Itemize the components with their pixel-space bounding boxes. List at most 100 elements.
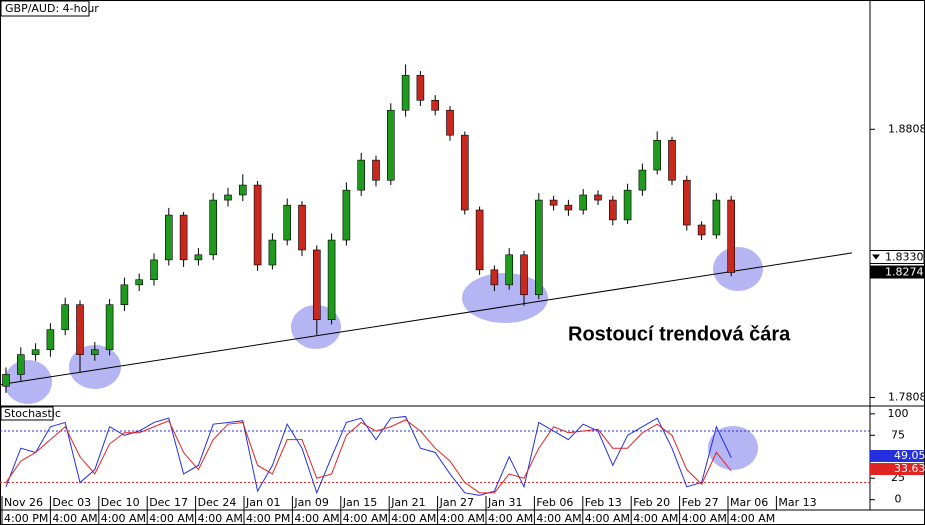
candle-body	[91, 349, 99, 355]
candle-body	[431, 100, 440, 111]
date-label: Mar 13	[778, 496, 816, 509]
date-label: Jan 21	[390, 496, 425, 509]
date-label: Mar 06	[730, 496, 768, 509]
current-price-label: 1.8274	[885, 266, 924, 279]
candle-body	[564, 204, 573, 211]
candle-body	[712, 199, 721, 236]
date-label: Dec 03	[52, 496, 91, 509]
date-label: Feb 06	[536, 496, 573, 509]
y-tick-label: 1.8808	[888, 122, 925, 135]
title-box	[0, 0, 90, 17]
date-label: Jan 27	[439, 496, 474, 509]
time-label: 4:00 AM	[488, 512, 533, 525]
current-value-box	[870, 463, 924, 475]
candle-body	[579, 194, 588, 211]
candle-body	[165, 214, 173, 261]
time-label: 4:00 AM	[730, 512, 775, 525]
trendline	[0, 252, 853, 386]
candle-body	[120, 284, 129, 305]
candle-body	[135, 279, 143, 286]
time-label: 4:00 PM	[4, 512, 48, 525]
indicator-title: Stochastic	[4, 407, 61, 420]
time-label: 4:00 AM	[682, 512, 727, 525]
candle-body	[209, 199, 217, 256]
date-label: Dec 10	[101, 496, 140, 509]
current-value-box	[870, 450, 924, 462]
candle-body	[682, 179, 691, 226]
candle-body	[224, 194, 232, 201]
candle-body	[727, 199, 736, 273]
indicator-box	[0, 406, 54, 421]
time-label: 4:00 AM	[633, 512, 678, 525]
time-label: 4:00 AM	[536, 512, 581, 525]
highlight	[708, 426, 758, 470]
time-label: 4:00 AM	[198, 512, 243, 525]
candle-body	[194, 254, 203, 261]
candle-body	[638, 169, 647, 191]
y-tick-label: 1.7808	[888, 390, 925, 403]
candle-body	[490, 269, 499, 286]
time-label: 4:00 AM	[149, 512, 194, 525]
time-label: 4:00 PM	[246, 512, 290, 525]
candle-body	[594, 194, 602, 201]
candle-body	[549, 199, 558, 206]
candle-body	[342, 189, 351, 241]
time-label: 4:00 AM	[294, 512, 339, 525]
date-label: Feb 13	[585, 496, 622, 509]
candle-body	[668, 139, 676, 181]
candle-body	[505, 254, 514, 286]
date-label: Dec 24	[198, 496, 237, 509]
candle-body	[298, 204, 306, 251]
candle-body	[623, 189, 632, 221]
chart-title: GBP/AUD: 4-hour	[5, 2, 99, 15]
highlight	[69, 345, 121, 389]
price-marker-box	[869, 249, 925, 264]
date-label: Feb 20	[633, 496, 670, 509]
current-value-label: 33.63	[894, 462, 925, 475]
candle-body	[697, 224, 706, 236]
candle-body	[416, 75, 425, 101]
date-label: Jan 01	[245, 496, 280, 509]
candle-body	[253, 184, 262, 266]
candle-body	[312, 249, 321, 321]
candle-body	[16, 354, 25, 375]
y-tick-label: 0	[895, 493, 902, 506]
annotation: Rostoucí trendová čára	[568, 323, 791, 345]
candle-body	[239, 184, 247, 196]
candle-body	[46, 329, 55, 351]
candle-body	[76, 304, 84, 355]
y-tick-label: 75	[891, 428, 905, 441]
candle-body	[2, 374, 10, 387]
candle-body	[401, 75, 410, 111]
candle-body	[475, 209, 484, 271]
date-label: Nov 26	[4, 496, 43, 509]
candle-body	[31, 349, 40, 355]
date-label: Dec 17	[149, 496, 188, 509]
candle-body	[61, 304, 70, 330]
candle-body	[105, 304, 114, 351]
time-label: 4:00 AM	[343, 512, 388, 525]
time-label: 4:00 AM	[585, 512, 630, 525]
date-label: Feb 27	[682, 496, 719, 509]
y-tick-label: 100	[888, 407, 909, 420]
date-label: Jan 15	[342, 496, 377, 509]
candle-body	[534, 199, 543, 296]
current-price-box	[870, 265, 924, 279]
stochastic-line	[5, 415, 732, 496]
highlight	[4, 360, 52, 404]
candle-body	[608, 199, 617, 221]
candle-body	[653, 139, 662, 171]
highlight	[713, 247, 763, 291]
time-label: 4:00 AM	[52, 512, 97, 525]
candle-body	[283, 204, 292, 241]
date-label: Jan 09	[293, 496, 328, 509]
candle-body	[446, 109, 454, 136]
time-label: 4:00 AM	[440, 512, 485, 525]
price-marker-arrow	[872, 254, 880, 260]
candle-body	[520, 254, 528, 296]
time-label: 4:00 AM	[101, 512, 146, 525]
price-marker-label: 1.8330	[885, 250, 924, 263]
stochastic-line	[5, 419, 732, 494]
current-value-label: 49.05	[894, 449, 925, 462]
